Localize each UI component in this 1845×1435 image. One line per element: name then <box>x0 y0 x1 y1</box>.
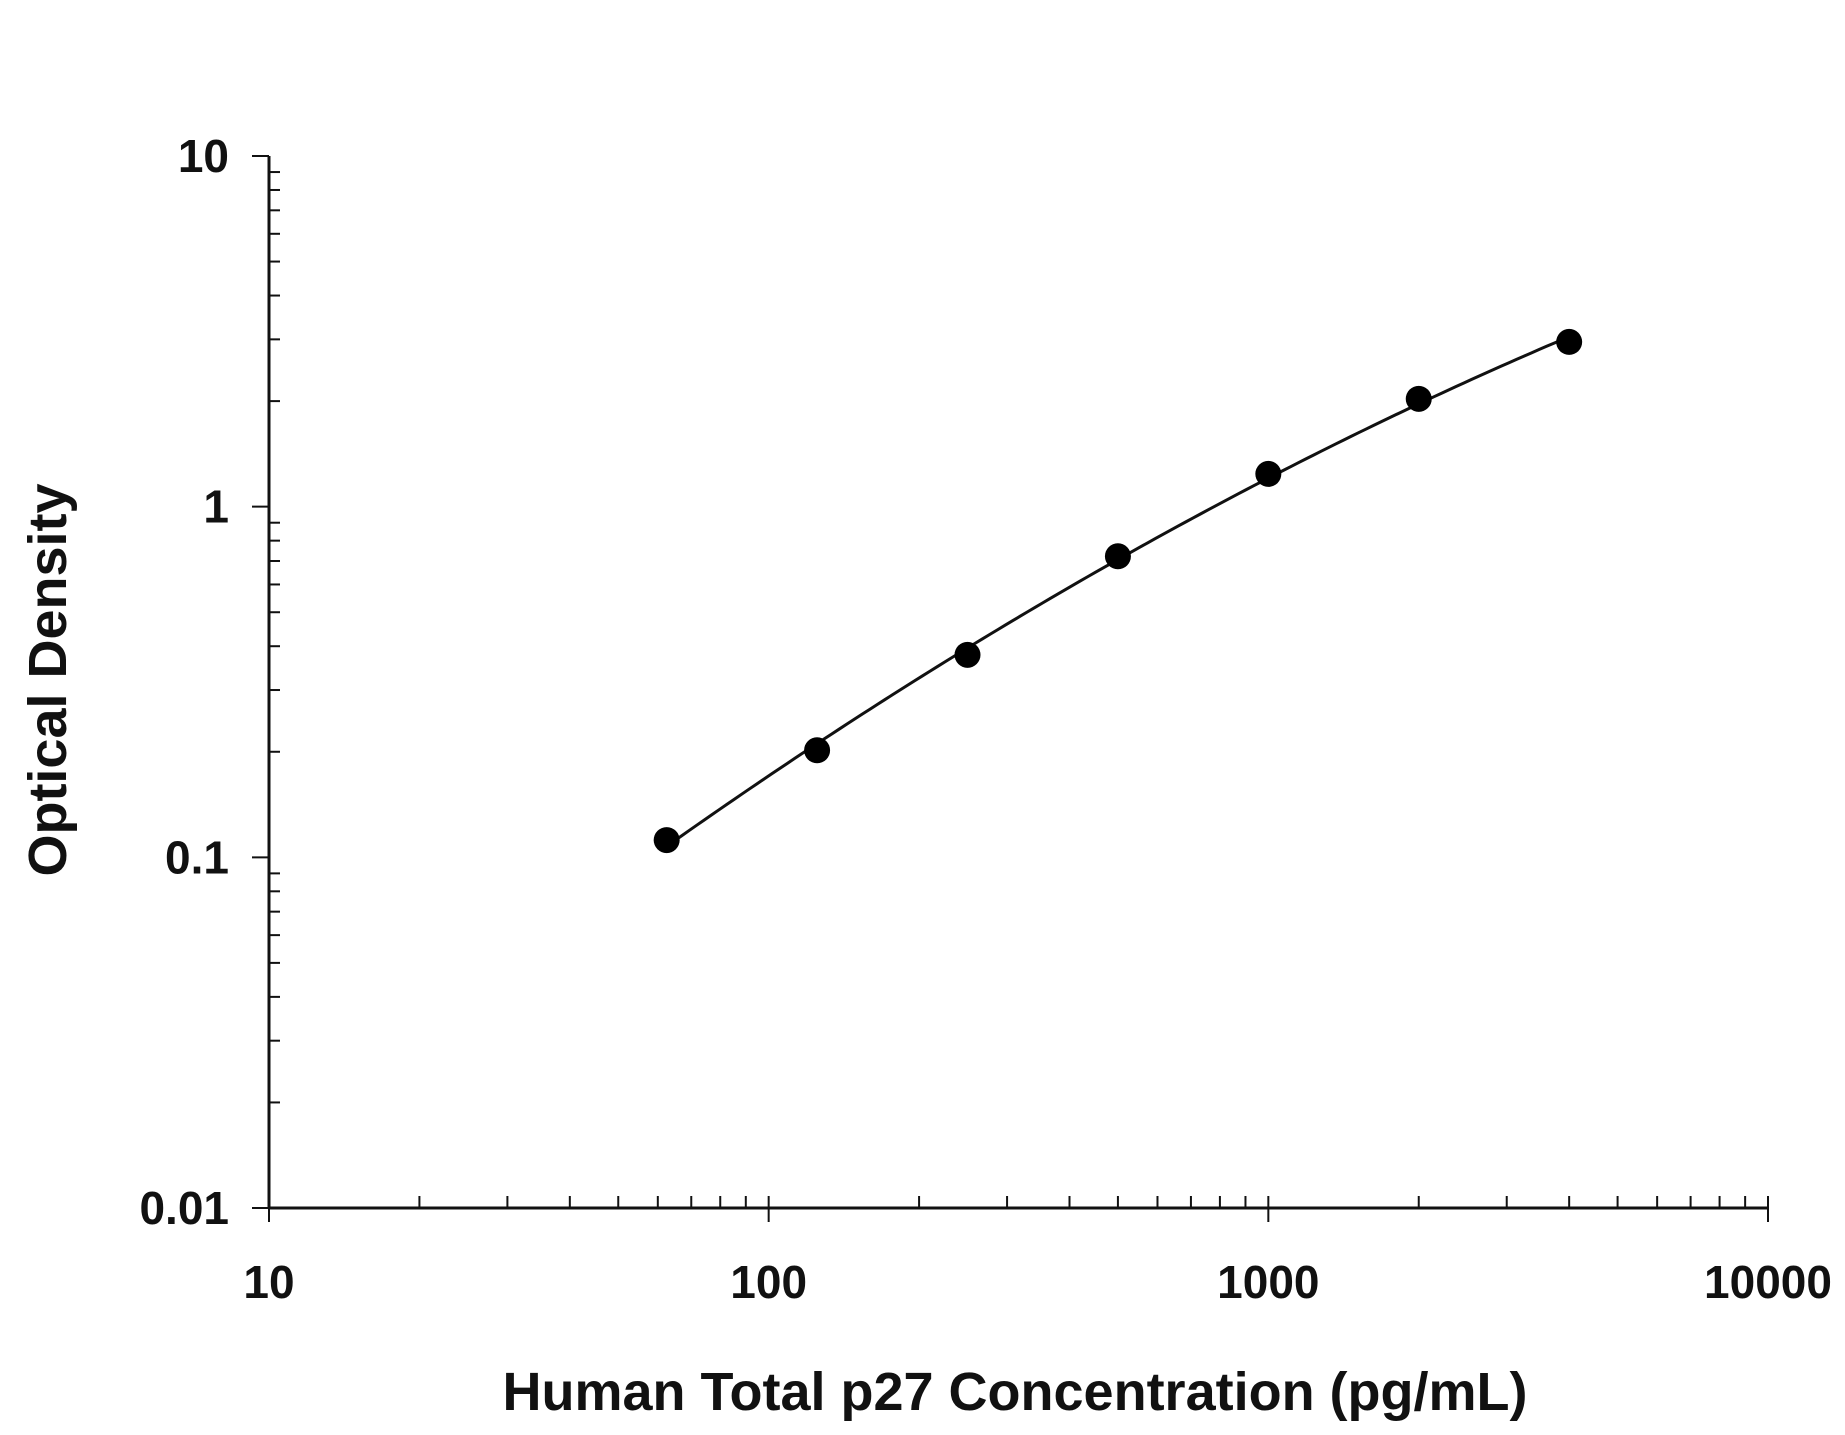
x-axis-title: Human Total p27 Concentration (pg/mL) <box>503 1362 1528 1422</box>
x-tick-label: 100 <box>730 1256 807 1308</box>
data-points <box>653 328 1583 854</box>
y-axis-title: Optical Density <box>18 483 78 876</box>
data-point <box>1556 328 1583 355</box>
data-point <box>804 737 831 764</box>
x-tick-label: 1000 <box>1217 1256 1319 1308</box>
x-axis-tick-labels: 10 100 1000 10000 <box>243 1256 1832 1308</box>
y-tick-label: 10 <box>178 130 229 182</box>
data-point <box>653 827 680 854</box>
y-axis-ticks <box>252 155 280 1209</box>
x-tick-label: 10 <box>243 1256 294 1308</box>
data-point <box>1104 543 1131 570</box>
y-tick-label: 0.01 <box>139 1182 229 1234</box>
y-tick-label: 1 <box>203 481 229 533</box>
data-point <box>1405 385 1432 412</box>
data-point <box>1255 460 1282 487</box>
y-axis-tick-labels: 10 1 0.1 0.01 <box>139 130 229 1234</box>
x-tick-label: 10000 <box>1704 1256 1832 1308</box>
y-tick-label: 0.1 <box>165 831 229 883</box>
fit-curve-line <box>665 335 1570 848</box>
x-axis-ticks <box>268 1196 1769 1222</box>
axes <box>267 156 1768 1210</box>
data-point <box>954 641 981 668</box>
